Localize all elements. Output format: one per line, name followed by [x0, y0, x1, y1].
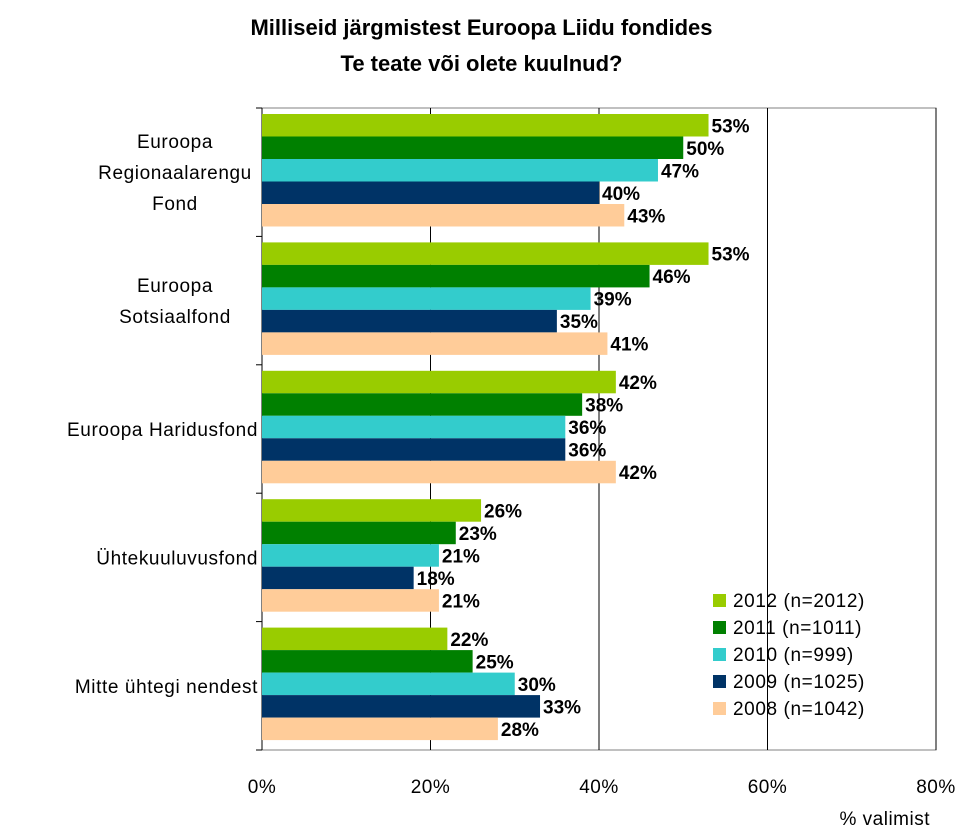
bar-0-1 [262, 242, 709, 265]
bar-3-0 [262, 181, 599, 204]
data-label-4-4: 28% [501, 720, 539, 741]
legend-label-2: 2010 (n=999) [733, 645, 854, 666]
data-label-2-0: 47% [661, 161, 699, 182]
bar-0-4 [262, 627, 448, 651]
bar-0-0 [262, 114, 709, 137]
data-label-4-3: 21% [442, 591, 480, 612]
data-label-4-0: 43% [627, 206, 665, 227]
legend-label-1: 2011 (n=1011) [733, 618, 862, 639]
legend-label-0: 2012 (n=2012) [733, 591, 865, 612]
category-label-2-0: Euroopa Haridusfond [67, 420, 258, 441]
data-label-2-1: 39% [594, 290, 632, 311]
legend: 2012 (n=2012) 2011 (n=1011) 2010 (n=999) 20… [713, 591, 865, 720]
data-label-3-1: 35% [560, 312, 598, 333]
bar-1-2 [262, 393, 583, 416]
bar-1-3 [262, 521, 456, 545]
bar-4-0 [262, 204, 625, 227]
bar-3-2 [262, 438, 566, 461]
data-label-0-2: 42% [619, 373, 657, 394]
legend-swatch-1 [713, 621, 726, 634]
bar-3-1 [262, 309, 557, 333]
bar-4-3 [262, 589, 439, 612]
chart-title-line-2: Te teate või olete kuulnud? [340, 51, 623, 76]
category-label-4-0: Mitte ühtegi nendest [75, 677, 258, 698]
x-tick-label-3: 60% [748, 777, 788, 798]
category-label-0-1: Regionaalarengu [98, 163, 252, 184]
bar-1-1 [262, 264, 650, 288]
data-label-4-1: 41% [610, 335, 648, 356]
data-label-0-4: 22% [450, 630, 488, 651]
data-label-3-2: 36% [568, 441, 606, 462]
legend-swatch-4 [713, 702, 726, 715]
data-label-0-3: 26% [484, 501, 522, 522]
legend-swatch-2 [713, 648, 726, 661]
bar-2-2 [262, 415, 566, 439]
x-tick-label-2: 40% [579, 777, 619, 798]
category-label-3-0: Ühtekuuluvusfond [96, 548, 258, 569]
chart-title: Milliseid järgmistest Euroopa Liidu fond… [0, 10, 963, 82]
legend-swatch-0 [713, 594, 726, 607]
data-label-1-0: 50% [686, 139, 724, 160]
x-tick-label-1: 20% [411, 777, 451, 798]
data-label-0-0: 53% [712, 116, 750, 137]
bar-4-4 [262, 717, 498, 741]
legend-swatch-3 [713, 675, 726, 688]
chart-title-line-1: Milliseid järgmistest Euroopa Liidu fond… [250, 15, 713, 40]
data-label-2-2: 36% [568, 418, 606, 439]
category-label-1-1: Sotsiaalfond [119, 307, 231, 328]
x-tick-label-4: 80% [916, 777, 956, 798]
data-label-1-2: 38% [585, 396, 623, 417]
data-label-2-4: 30% [518, 675, 556, 696]
bar-0-3 [262, 499, 482, 522]
data-label-1-4: 25% [476, 652, 514, 673]
bar-0-2 [262, 370, 616, 394]
category-label-0-2: Fond [152, 194, 198, 215]
data-label-2-3: 21% [442, 546, 480, 567]
data-label-0-1: 53% [712, 245, 750, 266]
bar-2-1 [262, 287, 591, 310]
bar-3-3 [262, 566, 414, 590]
data-label-1-3: 23% [459, 524, 497, 545]
bar-1-0 [262, 136, 684, 159]
category-label-1-0: Euroopa [137, 276, 213, 297]
data-label-3-0: 40% [602, 184, 640, 205]
legend-label-3: 2009 (n=1025) [733, 672, 865, 693]
data-label-4-2: 42% [619, 463, 657, 484]
x-tick-label-0: 0% [248, 777, 276, 798]
bar-3-4 [262, 695, 541, 718]
category-label-0-0: Euroopa [137, 132, 213, 153]
bar-1-4 [262, 650, 473, 673]
data-label-1-1: 46% [653, 267, 691, 288]
bar-2-4 [262, 672, 515, 696]
bar-4-1 [262, 332, 608, 355]
data-label-3-3: 18% [417, 569, 455, 590]
legend-label-4: 2008 (n=1042) [733, 699, 865, 720]
data-label-3-4: 33% [543, 697, 581, 718]
bar-4-2 [262, 460, 616, 484]
x-axis-title: % valimist [839, 809, 930, 830]
bar-2-0 [262, 159, 658, 182]
bar-2-3 [262, 544, 439, 567]
